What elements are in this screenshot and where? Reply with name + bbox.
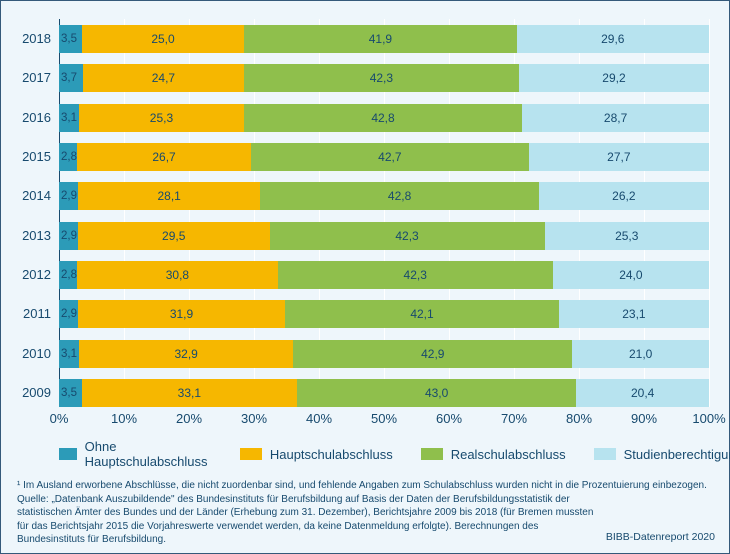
source-label: BIBB-Datenreport 2020	[606, 531, 715, 543]
bar-segment: 42,3	[270, 222, 545, 250]
bar-segment: 31,9	[78, 300, 285, 328]
x-tick-label: 80%	[566, 411, 592, 426]
bar-segment: 42,9	[293, 340, 572, 368]
bar-segment: 25,3	[79, 104, 244, 132]
chart-frame: 2018 2017 2016 2015 2014 2013 2012 2011 2010 2009…	[0, 0, 730, 554]
bar-segment: 43,0	[297, 379, 577, 407]
x-tick-label: 0%	[50, 411, 69, 426]
bar-segment: 28,7	[522, 104, 709, 132]
y-tick-label: 2015	[15, 143, 55, 171]
bar-row: 2,826,742,727,7	[59, 143, 709, 171]
y-tick-label: 2009	[15, 379, 55, 407]
bar-segment: 29,5	[78, 222, 270, 250]
bar-segment: 2,8	[59, 143, 77, 171]
footnote-1: ¹ Im Ausland erworbene Abschlüsse, die n…	[17, 479, 715, 493]
bar-segment: 21,0	[572, 340, 709, 368]
x-tick-label: 30%	[241, 411, 267, 426]
bar-row: 3,724,742,329,2	[59, 64, 709, 92]
bar-segment: 41,9	[244, 25, 516, 53]
legend-label: Realschulabschluss	[451, 447, 566, 462]
bar-row: 2,830,842,324,0	[59, 261, 709, 289]
bar-segment: 3,5	[59, 379, 82, 407]
bar-row: 2,931,942,123,1	[59, 300, 709, 328]
bar-segment: 30,8	[77, 261, 277, 289]
bar-row: 3,533,143,020,4	[59, 379, 709, 407]
x-tick-label: 60%	[436, 411, 462, 426]
bar-segment: 29,2	[519, 64, 709, 92]
bar-segment: 25,3	[545, 222, 709, 250]
bar-segment: 20,4	[576, 379, 709, 407]
bar-row: 2,928,142,826,2	[59, 182, 709, 210]
y-axis-labels: 2018 2017 2016 2015 2014 2013 2012 2011 2010 2009	[15, 25, 55, 407]
bar-segment: 2,9	[59, 222, 78, 250]
legend-label: Studienberechtigung	[624, 447, 730, 462]
y-tick-label: 2017	[15, 64, 55, 92]
x-tick-label: 40%	[306, 411, 332, 426]
bar-segment: 3,5	[59, 25, 82, 53]
bar-segment: 26,2	[539, 182, 709, 210]
legend-swatch	[594, 448, 616, 460]
bar-row: 3,525,041,929,6	[59, 25, 709, 53]
bar-segment: 26,7	[77, 143, 251, 171]
y-tick-label: 2010	[15, 340, 55, 368]
bar-segment: 42,8	[244, 104, 522, 132]
bar-segment: 23,1	[559, 300, 709, 328]
bar-segment: 24,0	[553, 261, 709, 289]
y-tick-label: 2011	[15, 300, 55, 328]
bar-segment: 42,1	[285, 300, 559, 328]
bar-segment: 2,9	[59, 300, 78, 328]
bar-segment: 29,6	[517, 25, 709, 53]
gridline	[709, 19, 710, 407]
bar-row: 3,125,342,828,7	[59, 104, 709, 132]
bar-segment: 27,7	[529, 143, 709, 171]
bar-container: 3,525,041,929,63,724,742,329,23,125,342,…	[59, 25, 709, 407]
x-tick-label: 50%	[371, 411, 397, 426]
plot-area: 2018 2017 2016 2015 2014 2013 2012 2011 2010 2009…	[15, 19, 715, 429]
y-tick-label: 2016	[15, 104, 55, 132]
legend-item: Realschulabschluss	[421, 447, 566, 462]
legend-swatch	[59, 448, 77, 460]
legend-label: Hauptschulabschluss	[270, 447, 393, 462]
bar-segment: 3,1	[59, 104, 79, 132]
legend-item: Ohne Hauptschulabschluss	[59, 439, 212, 469]
x-tick-label: 70%	[501, 411, 527, 426]
bar-row: 2,929,542,325,3	[59, 222, 709, 250]
bar-segment: 42,3	[244, 64, 519, 92]
bar-segment: 3,7	[59, 64, 83, 92]
x-axis-labels: 0%10%20%30%40%50%60%70%80%90%100%	[59, 411, 709, 429]
legend-item: Studienberechtigung	[594, 447, 730, 462]
bar-segment: 32,9	[79, 340, 293, 368]
bar-segment: 42,7	[251, 143, 529, 171]
legend-item: Hauptschulabschluss	[240, 447, 393, 462]
bar-segment: 25,0	[82, 25, 245, 53]
x-tick-label: 20%	[176, 411, 202, 426]
bar-segment: 42,3	[278, 261, 553, 289]
bar-row: 3,132,942,921,0	[59, 340, 709, 368]
legend-swatch	[240, 448, 262, 460]
y-tick-label: 2014	[15, 182, 55, 210]
bar-segment: 42,8	[260, 182, 538, 210]
bar-segment: 33,1	[82, 379, 297, 407]
x-tick-label: 90%	[631, 411, 657, 426]
y-tick-label: 2018	[15, 25, 55, 53]
legend-label: Ohne Hauptschulabschluss	[85, 439, 212, 469]
bar-segment: 2,8	[59, 261, 77, 289]
legend-swatch	[421, 448, 443, 460]
bar-segment: 24,7	[83, 64, 244, 92]
legend: Ohne Hauptschulabschluss Hauptschulabschl…	[59, 439, 715, 469]
x-tick-label: 100%	[692, 411, 725, 426]
bar-segment: 3,1	[59, 340, 79, 368]
bar-segment: 28,1	[78, 182, 261, 210]
bar-segment: 2,9	[59, 182, 78, 210]
y-tick-label: 2012	[15, 261, 55, 289]
footnote-2: Quelle: „Datenbank Auszubildende" des Bu…	[17, 493, 607, 547]
x-tick-label: 10%	[111, 411, 137, 426]
y-tick-label: 2013	[15, 222, 55, 250]
